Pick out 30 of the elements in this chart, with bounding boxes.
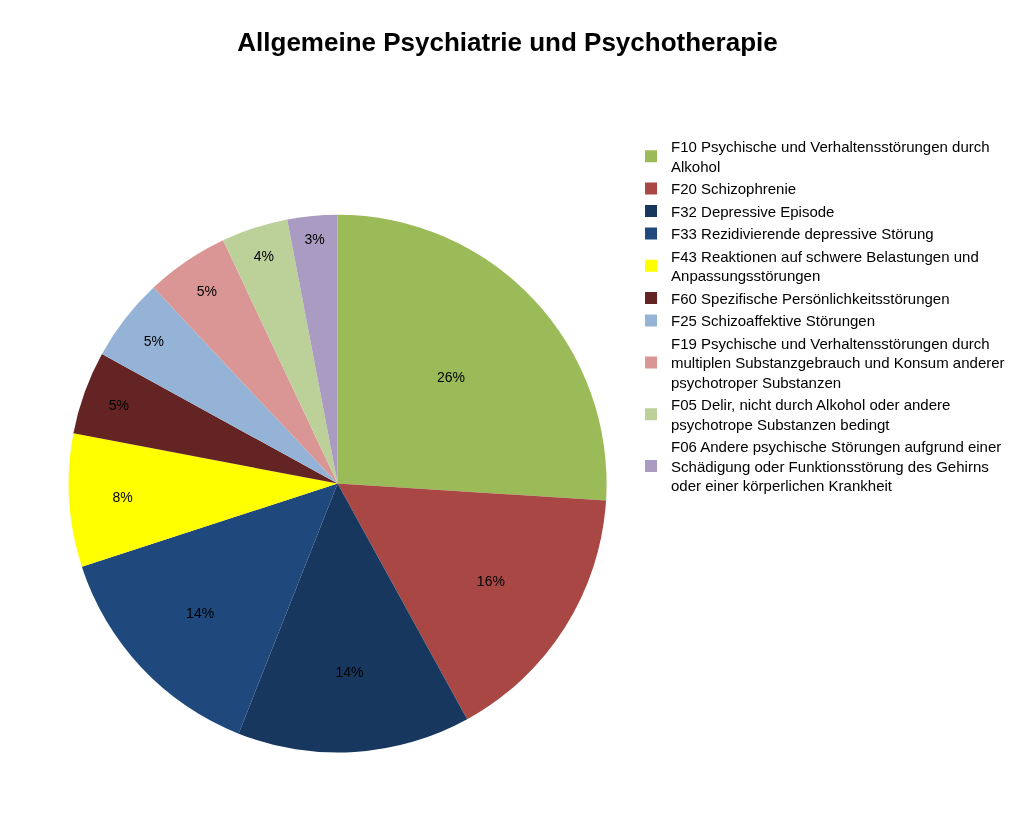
data-label: 3%: [304, 230, 325, 247]
legend-label: F43 Reaktionen auf schwere Belastungen und Anpassungsstörungen: [671, 247, 979, 285]
chart-title: Allgemeine Psychiatrie und Psychotherapie: [237, 27, 778, 58]
legend-label: F06 Andere psychische Störungen aufgrund einer Schädigung oder Funktionsstörung des Gehirns oder einer körperlichen Krankheit: [671, 438, 1002, 495]
pie-slice: [238, 483, 468, 753]
pie-slice: [73, 354, 338, 484]
legend-label: F32 Depressive Episode: [671, 202, 835, 220]
legend-label: F25 Schizoaffektive Störungen: [671, 312, 876, 330]
pie-slice: [223, 219, 338, 484]
data-label: 14%: [335, 663, 364, 680]
data-label: 14%: [186, 604, 215, 621]
pie-slice: [81, 483, 338, 734]
data-label: 26%: [437, 369, 466, 386]
pie-slice: [69, 433, 338, 567]
pie-slice: [287, 214, 338, 484]
data-label: 5%: [196, 283, 218, 300]
legend-label: F05 Delir, nicht durch Alkohol oder andere psychotrope Substanzen bedingt: [671, 396, 951, 433]
legend-label: F10 Psychische und Verhaltensstörungen durch Alkohol: [671, 138, 990, 175]
pie-slice: [337, 483, 607, 720]
data-label: 5%: [108, 396, 129, 413]
legend-label: F33 Rezidivierende depressive Störung: [671, 225, 934, 243]
pie-slice: [101, 287, 338, 484]
data-label: 5%: [143, 333, 164, 350]
legend-label: F19 Psychische und Verhaltensstörungen durch multiplen Substanzgebrauch und Konsum anderer psychotroper Substanzen: [671, 334, 1005, 391]
data-label: 4%: [253, 248, 274, 265]
legend-label: F20 Schizophrenie: [671, 180, 797, 198]
pie-slice: [337, 214, 607, 501]
data-label: 16%: [476, 572, 505, 589]
data-label: 8%: [112, 489, 133, 506]
legend-label: F60 Spezifische Persönlichkeitsstörungen: [671, 289, 950, 307]
